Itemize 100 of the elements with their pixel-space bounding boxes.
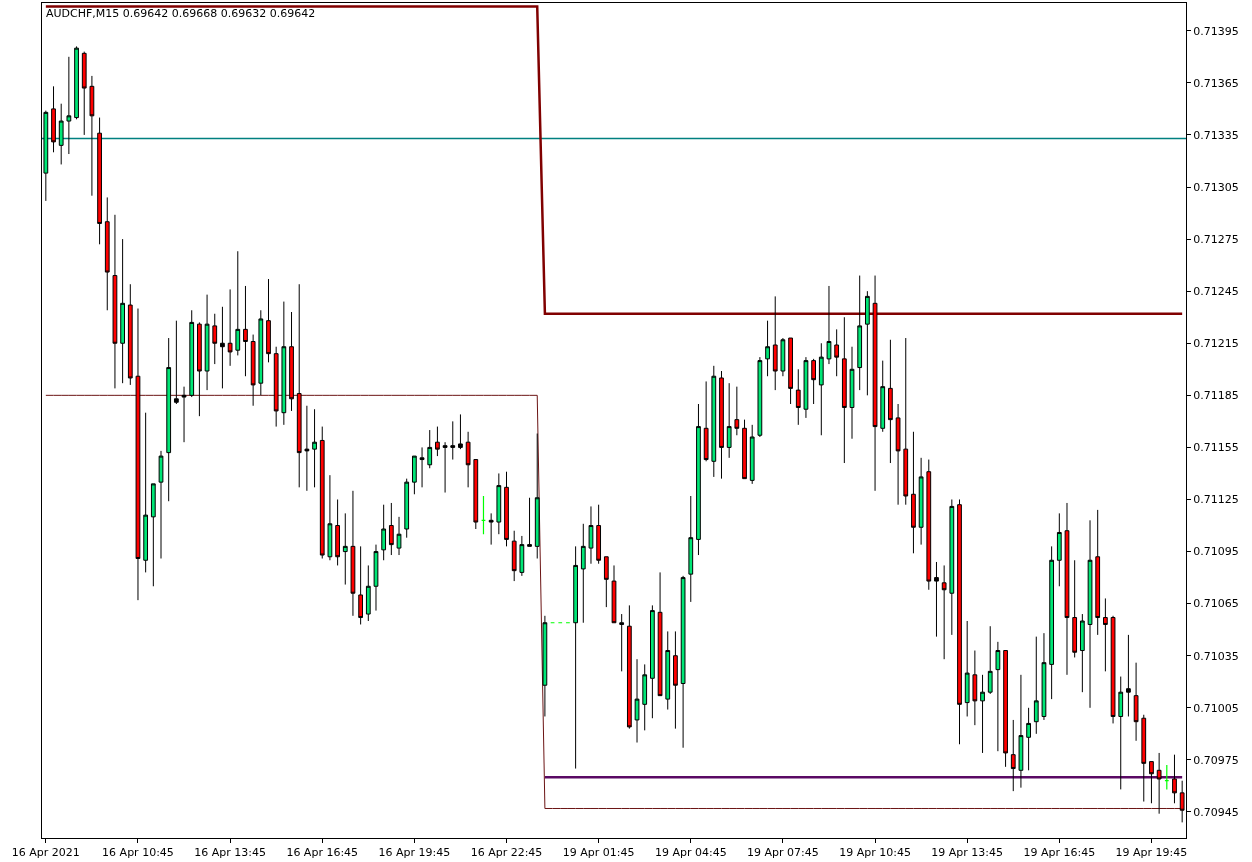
x-tick-label: 19 Apr 01:45	[562, 846, 635, 860]
y-tick-label: 0.71365	[1193, 76, 1239, 90]
candlestick	[980, 674, 985, 754]
candlestick	[66, 56, 72, 155]
y-tick-label: 0.71095	[1193, 545, 1239, 559]
candlestick	[1118, 676, 1124, 790]
candlestick	[534, 433, 540, 560]
candlestick	[427, 429, 433, 469]
candlestick	[396, 516, 402, 556]
candlestick	[473, 459, 479, 530]
candlestick	[1026, 707, 1031, 771]
x-tick-label: 19 Apr 16:45	[1023, 846, 1096, 860]
candlestick	[204, 294, 210, 391]
x-tick-label: 19 Apr 19:45	[1115, 846, 1188, 860]
x-tick-label: 16 Apr 19:45	[378, 846, 451, 860]
candlestick	[273, 346, 279, 428]
y-tick-label: 0.71155	[1193, 441, 1239, 455]
candlestick	[89, 75, 95, 197]
candlestick	[811, 358, 817, 405]
candlestick	[719, 370, 724, 480]
candlestick	[1079, 613, 1085, 693]
candlestick	[266, 278, 271, 363]
candlestick	[795, 368, 801, 426]
candlestick	[235, 250, 241, 356]
candlestick	[818, 342, 824, 436]
y-tick-label: 0.71215	[1193, 337, 1239, 351]
y-tick-label: 0.71335	[1193, 128, 1239, 142]
candlestick	[81, 51, 87, 136]
candlestick	[250, 334, 256, 407]
candlestick	[803, 356, 809, 419]
candlestick	[519, 535, 525, 577]
candlestick	[987, 625, 993, 695]
candlestick	[603, 556, 609, 608]
y-tick-label: 0.70975	[1193, 753, 1239, 767]
candlestick	[857, 275, 863, 391]
candlestick	[619, 613, 625, 672]
candlestick	[918, 457, 924, 546]
candlestick	[258, 309, 264, 396]
candlestick	[112, 214, 118, 389]
candlestick	[442, 441, 448, 494]
candlestick	[243, 285, 248, 377]
candlestick	[611, 564, 617, 624]
candlestick	[358, 545, 364, 625]
candlestick	[496, 472, 502, 535]
candlestick	[834, 328, 840, 377]
candlestick	[135, 308, 141, 601]
candlestick	[1126, 634, 1131, 717]
candlestick	[365, 564, 371, 622]
candlestick	[458, 413, 463, 450]
chart-title: AUDCHF,M15 0.69642 0.69668 0.69632 0.69642	[46, 6, 316, 20]
x-tick-label: 19 Apr 04:45	[654, 846, 727, 860]
candlestick	[688, 495, 694, 603]
candlestick	[588, 505, 594, 565]
candlestick	[220, 306, 225, 389]
candlestick	[388, 502, 394, 556]
candlestick	[404, 478, 410, 539]
candlestick	[749, 424, 755, 485]
x-tick-label: 16 Apr 2021	[11, 846, 80, 860]
candlestick	[1103, 597, 1108, 672]
y-tick-label: 0.71035	[1193, 649, 1239, 663]
candlestick	[788, 337, 793, 405]
candlestick	[765, 320, 770, 377]
candlestick	[327, 474, 333, 561]
candlestick	[903, 337, 909, 506]
candlestick	[596, 504, 602, 565]
candlestick	[51, 85, 56, 153]
candlestick	[481, 495, 486, 535]
candlestick	[504, 471, 509, 547]
candlestick	[888, 339, 893, 464]
candlestick	[972, 650, 978, 726]
y-tick-label: 0.71275	[1193, 232, 1239, 246]
y-tick-label: 0.71305	[1193, 180, 1239, 194]
y-tick-label: 0.71065	[1193, 597, 1239, 611]
candlestick	[1033, 636, 1039, 735]
candlestick	[542, 615, 548, 717]
candlestick	[435, 426, 440, 457]
candlestick	[957, 498, 962, 745]
candlestick	[1110, 615, 1116, 724]
candlestick	[926, 459, 932, 591]
candlestick	[143, 412, 149, 573]
candlestick	[1172, 754, 1177, 804]
candlestick	[166, 337, 172, 502]
candlestick	[911, 431, 916, 554]
candlestick	[97, 117, 102, 245]
candlestick	[934, 561, 939, 638]
candlestick	[995, 641, 1001, 752]
candlestick	[173, 320, 179, 405]
y-tick-label: 0.71005	[1193, 701, 1239, 715]
candlestick	[1003, 650, 1008, 768]
candlestick	[580, 523, 586, 624]
candlestick	[1010, 719, 1016, 792]
candlestick	[680, 575, 686, 749]
candlestick	[104, 196, 110, 311]
candlestick	[864, 290, 870, 396]
candlestick	[880, 360, 886, 433]
candlestick	[511, 530, 517, 582]
candlestick	[189, 309, 195, 398]
y-tick-label: 0.71245	[1193, 285, 1239, 299]
candlestick	[673, 630, 678, 730]
candlestick	[1041, 632, 1047, 721]
